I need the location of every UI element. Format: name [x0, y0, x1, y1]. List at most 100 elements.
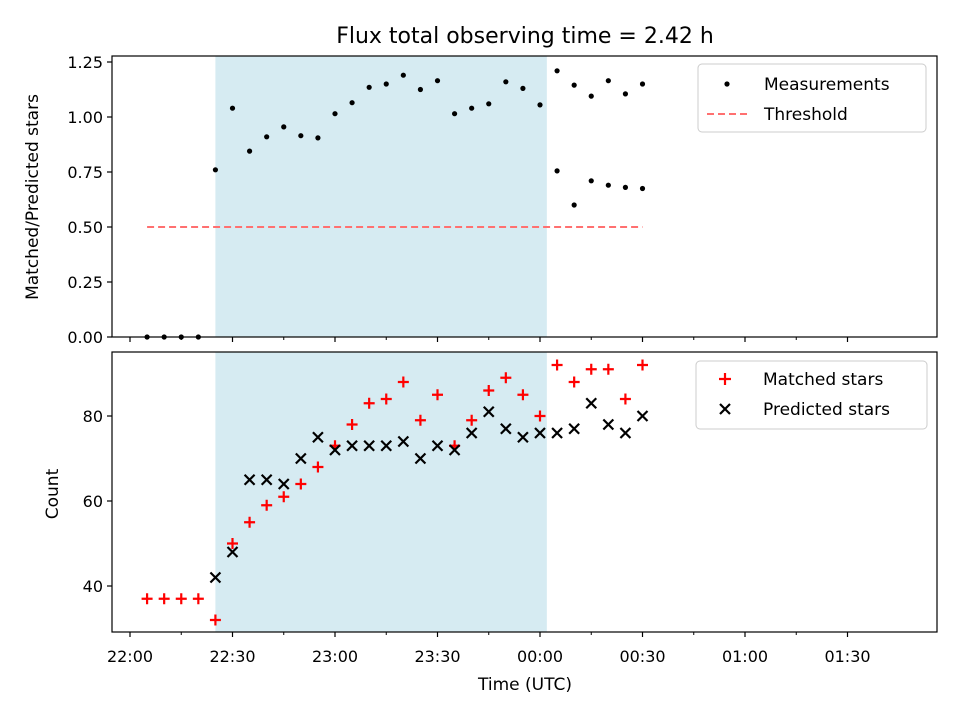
measurement-point: [349, 100, 355, 106]
y-tick-label: 80: [83, 407, 103, 426]
matched-star-point: [209, 614, 221, 626]
predicted-star-point: [397, 435, 410, 448]
predicted-star-point: [243, 473, 256, 486]
y-tick-label: 0.25: [67, 273, 103, 292]
matched-star-point: [585, 363, 597, 375]
y-tick-label: 0.00: [67, 328, 103, 347]
y-tick-label: 0.75: [67, 163, 103, 182]
measurement-point: [332, 111, 338, 117]
matched-star-point: [432, 389, 443, 401]
measurement-point: [298, 133, 304, 139]
measurement-point: [588, 178, 594, 184]
measurement-point: [622, 91, 629, 97]
measurement-point: [486, 101, 492, 107]
x-tick-label: 00:30: [619, 647, 665, 666]
measurement-point: [605, 78, 611, 84]
y-tick-label: 1.25: [67, 53, 103, 72]
observing-window-shade: [215, 352, 547, 632]
measurement-point: [366, 84, 372, 90]
matched-star-point: [466, 414, 478, 426]
matched-star-point: [619, 393, 631, 405]
matched-star-point: [380, 393, 392, 405]
predicted-star-point: [226, 546, 239, 558]
matched-star-point: [141, 593, 153, 605]
measurement-point: [605, 182, 611, 188]
legend-measurements-marker: [724, 81, 730, 87]
measurement-point: [264, 134, 270, 140]
x-tick-label: 23:30: [414, 647, 460, 666]
observing-window-shade: [215, 56, 547, 337]
bottom-axes-frame: [111, 351, 938, 633]
predicted-star-point: [380, 439, 393, 452]
measurement-point: [400, 72, 406, 78]
top-x-ticks: [129, 337, 849, 342]
matched-star-point: [517, 389, 529, 401]
top-y-axis-label: Matched/Predicted stars: [23, 94, 43, 300]
x-tick-label: 01:30: [824, 647, 870, 666]
predicted-star-point: [517, 431, 529, 444]
matched-star-point: [637, 359, 648, 371]
matched-star-point: [244, 516, 256, 528]
predicted-star-point: [277, 478, 290, 490]
predicted-star-point: [602, 418, 615, 431]
measurement-point: [451, 111, 458, 117]
legend-threshold-label: Threshold: [763, 105, 848, 125]
y-tick-label: 0.50: [67, 218, 103, 237]
bottom-points: [141, 359, 649, 626]
measurement-point: [639, 81, 646, 87]
x-tick-label: 22:30: [209, 647, 255, 666]
bottom-shade: [215, 352, 547, 632]
predicted-star-point: [431, 439, 444, 452]
legend-matched-label: Matched stars: [763, 370, 883, 390]
top-shade: [215, 56, 547, 337]
bottom-y-axis-label: Count: [43, 468, 63, 519]
matched-star-point: [483, 385, 495, 396]
measurement-point: [520, 85, 526, 91]
measurement-point: [639, 185, 646, 192]
matched-star-point: [568, 376, 580, 388]
top-axes-frame: [111, 55, 938, 338]
matched-star-point: [363, 397, 375, 409]
matched-star-point: [158, 593, 170, 605]
predicted-star-point: [312, 431, 324, 444]
bottom-y-ticks: 40 60 80: [83, 407, 112, 596]
measurement-point: [554, 68, 560, 74]
matched-star-point: [175, 593, 187, 605]
legend-measurements-label: Measurements: [764, 75, 890, 95]
x-tick-label: 22:00: [107, 647, 153, 666]
predicted-star-point: [346, 439, 358, 452]
matched-star-point: [551, 359, 563, 371]
matched-star-point: [227, 538, 238, 549]
predicted-star-point: [482, 405, 495, 418]
top-legend: Measurements Threshold: [697, 63, 927, 133]
measurement-point: [469, 105, 475, 111]
measurement-point: [246, 148, 253, 154]
legend-predicted-label: Predicted stars: [763, 400, 890, 420]
predicted-star-point: [363, 439, 375, 452]
predicted-star-point: [619, 427, 632, 439]
measurement-point: [315, 135, 321, 141]
y-tick-label: 1.00: [67, 108, 103, 127]
measurement-point: [281, 124, 287, 130]
measurement-point: [503, 79, 509, 85]
top-panel: 0.00 0.25 0.50 0.75 1.00 1.25 Matched/Predict…: [23, 53, 938, 347]
top-y-ticks: 0.00 0.25 0.50 0.75 1.00 1.25: [67, 53, 112, 347]
measurement-point: [537, 102, 543, 108]
predicted-star-point: [636, 410, 649, 422]
matched-star-point: [261, 499, 273, 511]
y-tick-label: 60: [83, 492, 103, 511]
measurement-point: [417, 86, 424, 93]
predicted-star-point: [295, 452, 307, 465]
predicted-star-point: [568, 422, 580, 435]
measurement-point: [212, 167, 219, 173]
legend-predicted-marker: [719, 403, 731, 415]
predicted-star-point: [551, 427, 563, 439]
predicted-star-point: [465, 427, 478, 439]
legend-matched-marker: [719, 373, 731, 385]
bottom-x-ticks: 22:00 22:30 23:00 23:30 00:00 00:30 01:00 01:30: [107, 632, 871, 666]
x-tick-label: 01:00: [722, 647, 768, 666]
predicted-star-point: [414, 452, 427, 465]
matched-star-point: [192, 593, 204, 605]
predicted-star-point: [260, 473, 273, 486]
